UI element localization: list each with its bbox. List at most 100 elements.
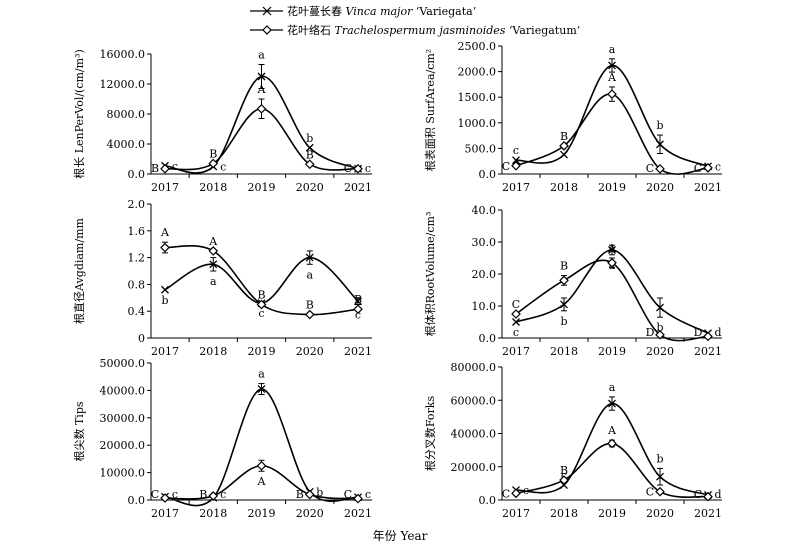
data-point-diamond [559, 140, 569, 151]
x-tick-label: 2021 [694, 345, 722, 358]
significance-label: a [609, 381, 616, 394]
significance-label: c [513, 144, 519, 157]
data-point-cross [512, 318, 520, 326]
significance-label: B [560, 130, 568, 143]
data-point-cross [257, 385, 266, 393]
significance-label: B [209, 148, 217, 161]
significance-label: C [512, 298, 520, 311]
significance-label: C [151, 488, 159, 501]
significance-label: C [694, 488, 702, 501]
data-point-cross [656, 140, 664, 149]
data-point-diamond [607, 438, 617, 449]
y-tick-label: 4000.0 [107, 138, 146, 151]
y-tick-label: 2000.0 [458, 66, 497, 79]
x-tick-label: 2021 [694, 181, 722, 194]
y-tick-label: 0.0 [479, 332, 497, 345]
significance-label: a [306, 268, 313, 281]
data-point-diamond [256, 460, 267, 471]
data-point-diamond [353, 493, 363, 504]
significance-label: B [306, 148, 314, 161]
data-point-diamond [353, 163, 363, 174]
y-axis-label: 根直径Avgdiam/mm [72, 217, 86, 323]
legend-marker-a [262, 6, 272, 16]
x-tick-label: 2018 [550, 345, 578, 358]
significance-label: C [646, 162, 654, 175]
data-point-diamond [655, 329, 665, 340]
y-axis-label: 根表面积 SurfArea/cm² [423, 49, 437, 171]
data-point-diamond [607, 89, 617, 99]
data-point-diamond [160, 163, 170, 174]
significance-label: a [609, 43, 616, 56]
data-point-diamond [256, 103, 267, 114]
data-point-cross [209, 260, 218, 269]
x-tick-label: 2020 [646, 181, 674, 194]
data-point-diamond [607, 257, 617, 268]
x-tick-label: 2020 [646, 345, 674, 358]
significance-label: c [172, 160, 178, 173]
significance-label: C [344, 488, 352, 501]
data-point-diamond [559, 275, 569, 286]
significance-label: b [656, 119, 663, 132]
x-axis-title: 年份 Year [373, 529, 428, 543]
x-tick-label: 2021 [344, 181, 372, 194]
data-point-diamond [256, 299, 267, 310]
significance-label: D [646, 326, 655, 339]
x-tick-label: 2019 [248, 345, 276, 358]
legend-a-cn: 花叶蔓长春 [287, 4, 342, 18]
data-point-cross [305, 143, 314, 152]
y-tick-label: 20000.0 [451, 461, 497, 474]
x-tick-label: 2019 [248, 181, 276, 194]
x-tick-label: 2019 [598, 181, 626, 194]
x-tick-label: 2020 [296, 345, 324, 358]
y-tick-label: 2500.0 [458, 40, 497, 53]
y-tick-label: 40000.0 [451, 428, 497, 441]
significance-label: B [151, 162, 159, 175]
series-line [515, 93, 709, 175]
x-tick-label: 2017 [502, 507, 530, 520]
significance-label: C [502, 487, 510, 500]
x-tick-label: 2019 [248, 507, 276, 520]
y-tick-label: 2.0 [128, 198, 146, 211]
x-tick-label: 2017 [151, 181, 179, 194]
significance-label: c [220, 161, 226, 174]
chart-panel-5: 0.0 10000.0 20000.0 30000.0 40000.0 50000.0 20… [72, 357, 372, 520]
x-tick-label: 2020 [296, 181, 324, 194]
y-tick-label: 0.8 [128, 278, 146, 291]
y-tick-label: 20.0 [472, 268, 497, 281]
y-tick-label: 12000.0 [100, 78, 146, 91]
legend-label-b: 花叶络石 Trachelospermum jasminoides ‘Varieg… [287, 23, 580, 37]
y-tick-label: 80000.0 [451, 361, 497, 374]
x-tick-label: 2019 [598, 507, 626, 520]
significance-label: b [306, 132, 313, 145]
series-line [515, 442, 709, 498]
y-axis-label: 根体积RootVolume/cm³ [423, 212, 437, 337]
chart-panel-6: 0.0 20000.0 40000.0 60000.0 80000.0 2017 2018 2… [423, 361, 722, 520]
legend-a-latin: Vinca major [346, 5, 414, 18]
panels: 0.0 4000.0 8000.0 12000.0 16000.0 2017 2018 201… [72, 40, 722, 520]
data-point-diamond [511, 309, 521, 319]
data-point-diamond [304, 489, 315, 500]
significance-label: c [258, 307, 264, 320]
significance-label: a [210, 275, 217, 288]
y-tick-label: 1.6 [128, 225, 146, 238]
data-point-diamond [208, 491, 219, 501]
significance-label: C [646, 486, 654, 499]
chart-panel-2: 0.0 500.0 1000.0 1500.0 2000.0 2500.0 2017 2018… [423, 40, 722, 194]
y-tick-label: 0.0 [128, 494, 146, 507]
data-point-cross [161, 285, 169, 294]
data-point-diamond [353, 304, 363, 315]
series-line [515, 402, 709, 496]
y-tick-label: 0.4 [128, 305, 146, 318]
legend-label-a: 花叶蔓长春 Vinca major ‘Variegata’ [287, 4, 476, 18]
significance-label: b [161, 294, 168, 307]
x-tick-label: 2021 [344, 345, 372, 358]
data-point-cross [560, 481, 568, 489]
data-point-cross [257, 72, 266, 81]
y-tick-label: 500.0 [465, 142, 497, 155]
significance-label: B [306, 299, 314, 312]
data-point-cross [608, 246, 616, 254]
y-tick-label: 0.0 [479, 494, 497, 507]
series-line [515, 259, 709, 342]
significance-label: d [714, 488, 721, 501]
significance-label: a [258, 49, 265, 62]
